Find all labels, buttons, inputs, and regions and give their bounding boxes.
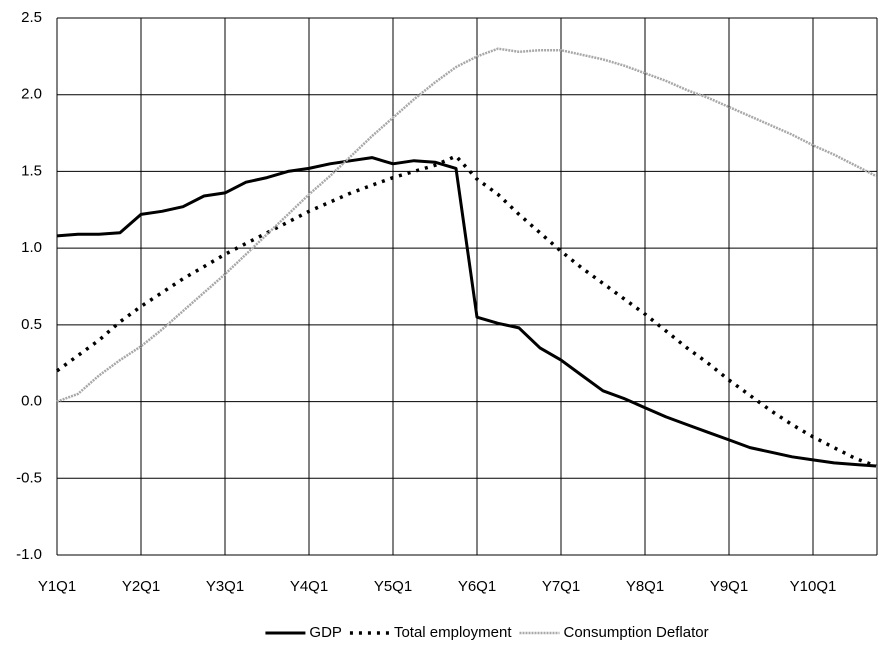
x-tick-label: Y10Q1 <box>790 578 837 595</box>
series-line <box>56 47 877 403</box>
x-tick-label: Y4Q1 <box>290 578 328 595</box>
y-tick-label: 2.0 <box>21 86 42 103</box>
y-tick-label: 1.5 <box>21 162 42 179</box>
series-line <box>55 154 877 468</box>
x-tick-label: Y8Q1 <box>626 578 664 595</box>
y-tick-label: 2.5 <box>21 9 42 26</box>
legend-label: Consumption Deflator <box>564 624 709 641</box>
x-tick-label: Y6Q1 <box>458 578 496 595</box>
x-tick-label: Y1Q1 <box>38 578 76 595</box>
legend: GDP Total employment Consumption Deflator <box>265 624 709 641</box>
y-tick-label: -1.0 <box>16 546 42 563</box>
series-line <box>56 156 877 468</box>
legend-label: GDP <box>309 624 342 641</box>
y-tick-label: 0.5 <box>21 316 42 333</box>
x-tick-label: Y3Q1 <box>206 578 244 595</box>
y-tick-label: 0.0 <box>21 393 42 410</box>
x-tick-label: Y7Q1 <box>542 578 580 595</box>
legend-label: Total employment <box>394 624 512 641</box>
x-tick-label: Y9Q1 <box>710 578 748 595</box>
x-tick-label: Y2Q1 <box>122 578 160 595</box>
y-tick-label: -0.5 <box>16 469 42 486</box>
y-tick-label: 1.0 <box>21 239 42 256</box>
x-tick-label: Y5Q1 <box>374 578 412 595</box>
